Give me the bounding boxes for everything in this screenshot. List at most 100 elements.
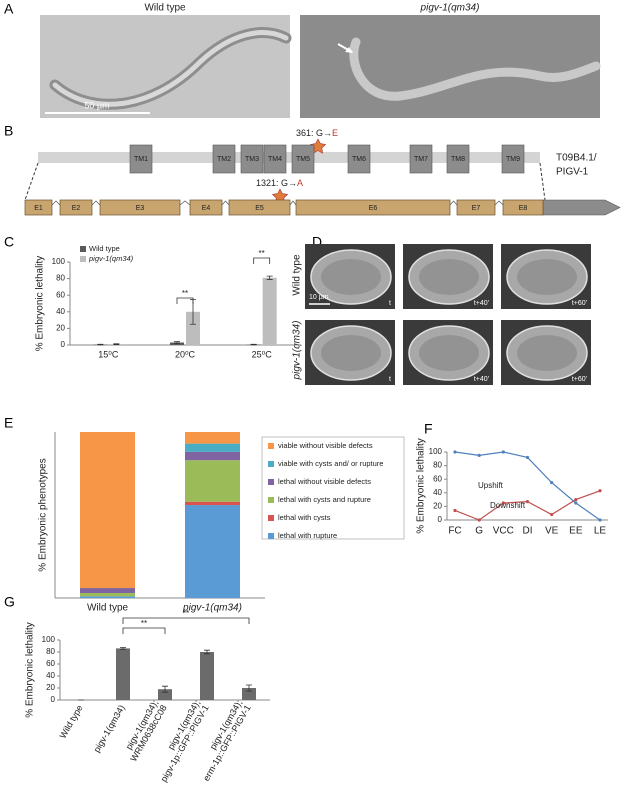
point	[550, 513, 553, 516]
embryo-texture	[419, 259, 479, 295]
y-tick-label: 100	[429, 447, 443, 456]
significance-label: **	[183, 609, 189, 618]
line	[455, 452, 600, 520]
mutation-label: 361: G→E	[296, 128, 338, 138]
bar-segment	[185, 444, 240, 452]
intron	[495, 201, 503, 205]
x-tick-label: FC	[448, 526, 461, 537]
tm-label: TM6	[352, 156, 366, 163]
panel-label: B	[4, 123, 13, 139]
mutation-text: A	[297, 178, 303, 188]
bar	[263, 278, 277, 345]
x-tick-label: VE	[545, 526, 559, 537]
x-tick-label: 15⁰C	[98, 349, 119, 359]
exon-label: E1	[34, 205, 43, 212]
bar	[116, 648, 130, 700]
x-tick-label: pigv-1(qm34)	[92, 703, 127, 754]
row-label: pigv-1(qm34)	[292, 321, 303, 381]
y-tick-label: 20	[46, 683, 55, 692]
bar-segment	[185, 432, 240, 444]
tm-label: TM4	[268, 156, 282, 163]
x-tick-label: Wild type	[58, 703, 85, 740]
significance-label: **	[182, 289, 188, 298]
significance-label: **	[141, 619, 147, 628]
embryo-texture	[517, 335, 577, 371]
x-tick-label: 25⁰C	[252, 349, 273, 359]
series-label: Downshift	[490, 501, 526, 510]
mutation-text: E	[332, 128, 338, 138]
bar-segment	[80, 596, 135, 598]
y-tick-label: 40	[46, 671, 55, 680]
tm-label: TM1	[134, 156, 148, 163]
mutation-text: 1321: G→	[256, 178, 297, 188]
legend-label: pigv-1(qm34)	[88, 254, 134, 263]
tm-label: TM9	[506, 156, 520, 163]
legend-swatch	[268, 497, 274, 503]
point	[574, 501, 577, 504]
y-tick-label: 80	[433, 461, 442, 470]
legend-label: viable with cysts and/ or rupture	[278, 459, 383, 468]
legend-swatch	[80, 246, 86, 252]
point	[598, 489, 601, 492]
time-label: t+60'	[572, 300, 587, 307]
y-tick-label: 100	[42, 635, 56, 644]
bar-segment	[185, 502, 240, 505]
embryo-texture	[321, 335, 381, 371]
panel-label: F	[424, 421, 433, 437]
intron	[450, 201, 457, 205]
intron	[290, 201, 296, 205]
bar-segment	[185, 460, 240, 502]
x-tick-label: 20⁰C	[175, 349, 196, 359]
mutation-label: 1321: G→A	[256, 178, 303, 188]
embryo-texture	[321, 259, 381, 295]
point	[478, 454, 481, 457]
legend-swatch	[268, 461, 274, 467]
legend-label: viable without visible defects	[278, 441, 373, 450]
x-tick-label: LE	[594, 526, 607, 537]
gene-name: PIGV-1	[556, 167, 589, 178]
y-tick-label: 40	[56, 307, 65, 316]
tm-label: TM3	[245, 156, 259, 163]
y-tick-label: 80	[56, 274, 65, 283]
time-label: t	[389, 300, 391, 307]
tm-label: TM8	[451, 156, 465, 163]
series-label: Upshift	[478, 481, 504, 490]
scale-label: 10 µm	[309, 294, 329, 301]
legend-swatch	[268, 515, 274, 521]
exon-label: E6	[369, 205, 378, 212]
x-tick-label: pigv-1(qm34)	[182, 603, 242, 614]
point	[502, 450, 505, 453]
time-label: t+60'	[572, 376, 587, 383]
embryo-texture	[419, 335, 479, 371]
point	[453, 509, 456, 512]
legend-box	[262, 437, 404, 539]
y-tick-label: 60	[46, 659, 55, 668]
legend-label: lethal with rupture	[278, 531, 337, 540]
bar-segment	[80, 588, 135, 593]
y-axis-label: % Embryonic lethality	[35, 256, 46, 352]
legend-label: Wild type	[89, 244, 120, 253]
exon-label: E4	[202, 205, 211, 212]
y-tick-label: 0	[61, 340, 66, 349]
scale-label: 50 µm	[84, 100, 109, 110]
y-axis-label: % Embryonic phenotypes	[38, 458, 49, 571]
y-tick-label: 20	[433, 502, 442, 511]
point	[598, 518, 601, 521]
exon-label: E2	[72, 205, 81, 212]
utr-arrow	[543, 200, 620, 215]
legend-swatch	[80, 256, 86, 262]
x-tick-label: G	[475, 526, 483, 537]
bar-segment	[185, 452, 240, 460]
y-tick-label: 40	[433, 488, 442, 497]
tm-label: TM5	[296, 156, 310, 163]
x-tick-label: EE	[569, 526, 583, 537]
point	[526, 500, 529, 503]
y-tick-label: 60	[433, 474, 442, 483]
y-tick-label: 60	[56, 290, 65, 299]
time-label: t	[389, 376, 391, 383]
tm-label: TM7	[414, 156, 428, 163]
intron	[52, 201, 60, 205]
image-title: Wild type	[144, 3, 186, 14]
mutation-text: 361: G→	[296, 128, 332, 138]
